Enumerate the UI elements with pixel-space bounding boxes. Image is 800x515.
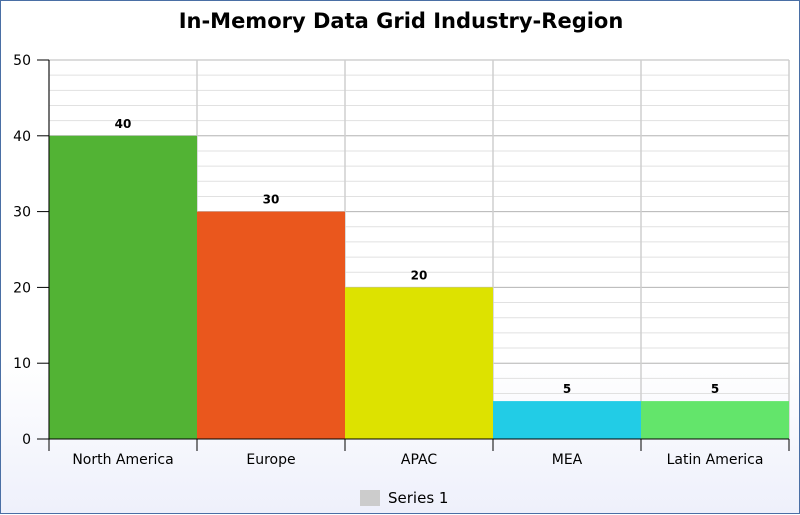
bar-value-label: 40 [115,117,132,131]
bar-value-label: 20 [411,268,428,282]
y-tick-label: 40 [13,129,31,145]
x-tick-label: Europe [246,452,295,468]
bar [493,401,641,439]
legend-label: Series 1 [388,489,449,507]
chart-title: In-Memory Data Grid Industry-Region [178,9,624,33]
bar [49,135,197,440]
bar-value-label: 5 [563,382,571,396]
y-tick-label: 50 [13,53,31,69]
bar [197,211,345,439]
y-tick-label: 10 [13,356,31,372]
legend: Series 1 [360,489,448,507]
x-tick-label: MEA [552,452,583,468]
y-tick-label: 30 [13,205,31,221]
x-tick-label: North America [72,452,173,468]
bar [345,287,493,439]
x-tick-label: Latin America [667,452,764,468]
bar-value-label: 5 [711,382,719,396]
bar-value-label: 30 [263,193,280,207]
x-tick-label: APAC [401,452,437,468]
bar [641,401,789,439]
y-tick-label: 0 [22,432,31,448]
legend-swatch [360,490,380,506]
y-tick-label: 20 [13,280,31,296]
